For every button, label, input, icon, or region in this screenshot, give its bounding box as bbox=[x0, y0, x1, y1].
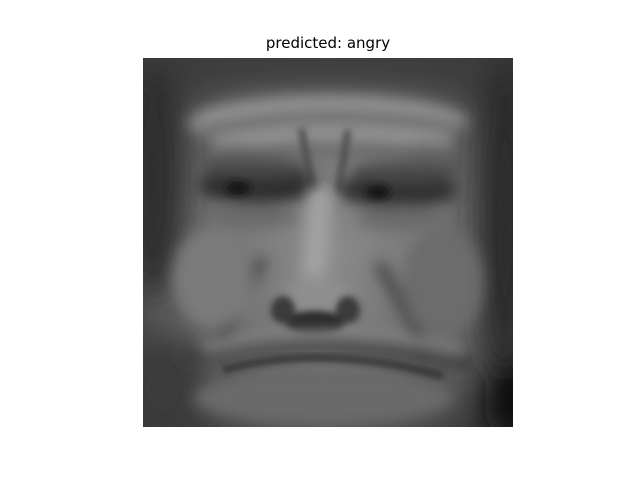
face-image bbox=[143, 58, 513, 427]
prediction-title: predicted: angry bbox=[0, 33, 640, 53]
face-image-graphic bbox=[143, 58, 513, 427]
